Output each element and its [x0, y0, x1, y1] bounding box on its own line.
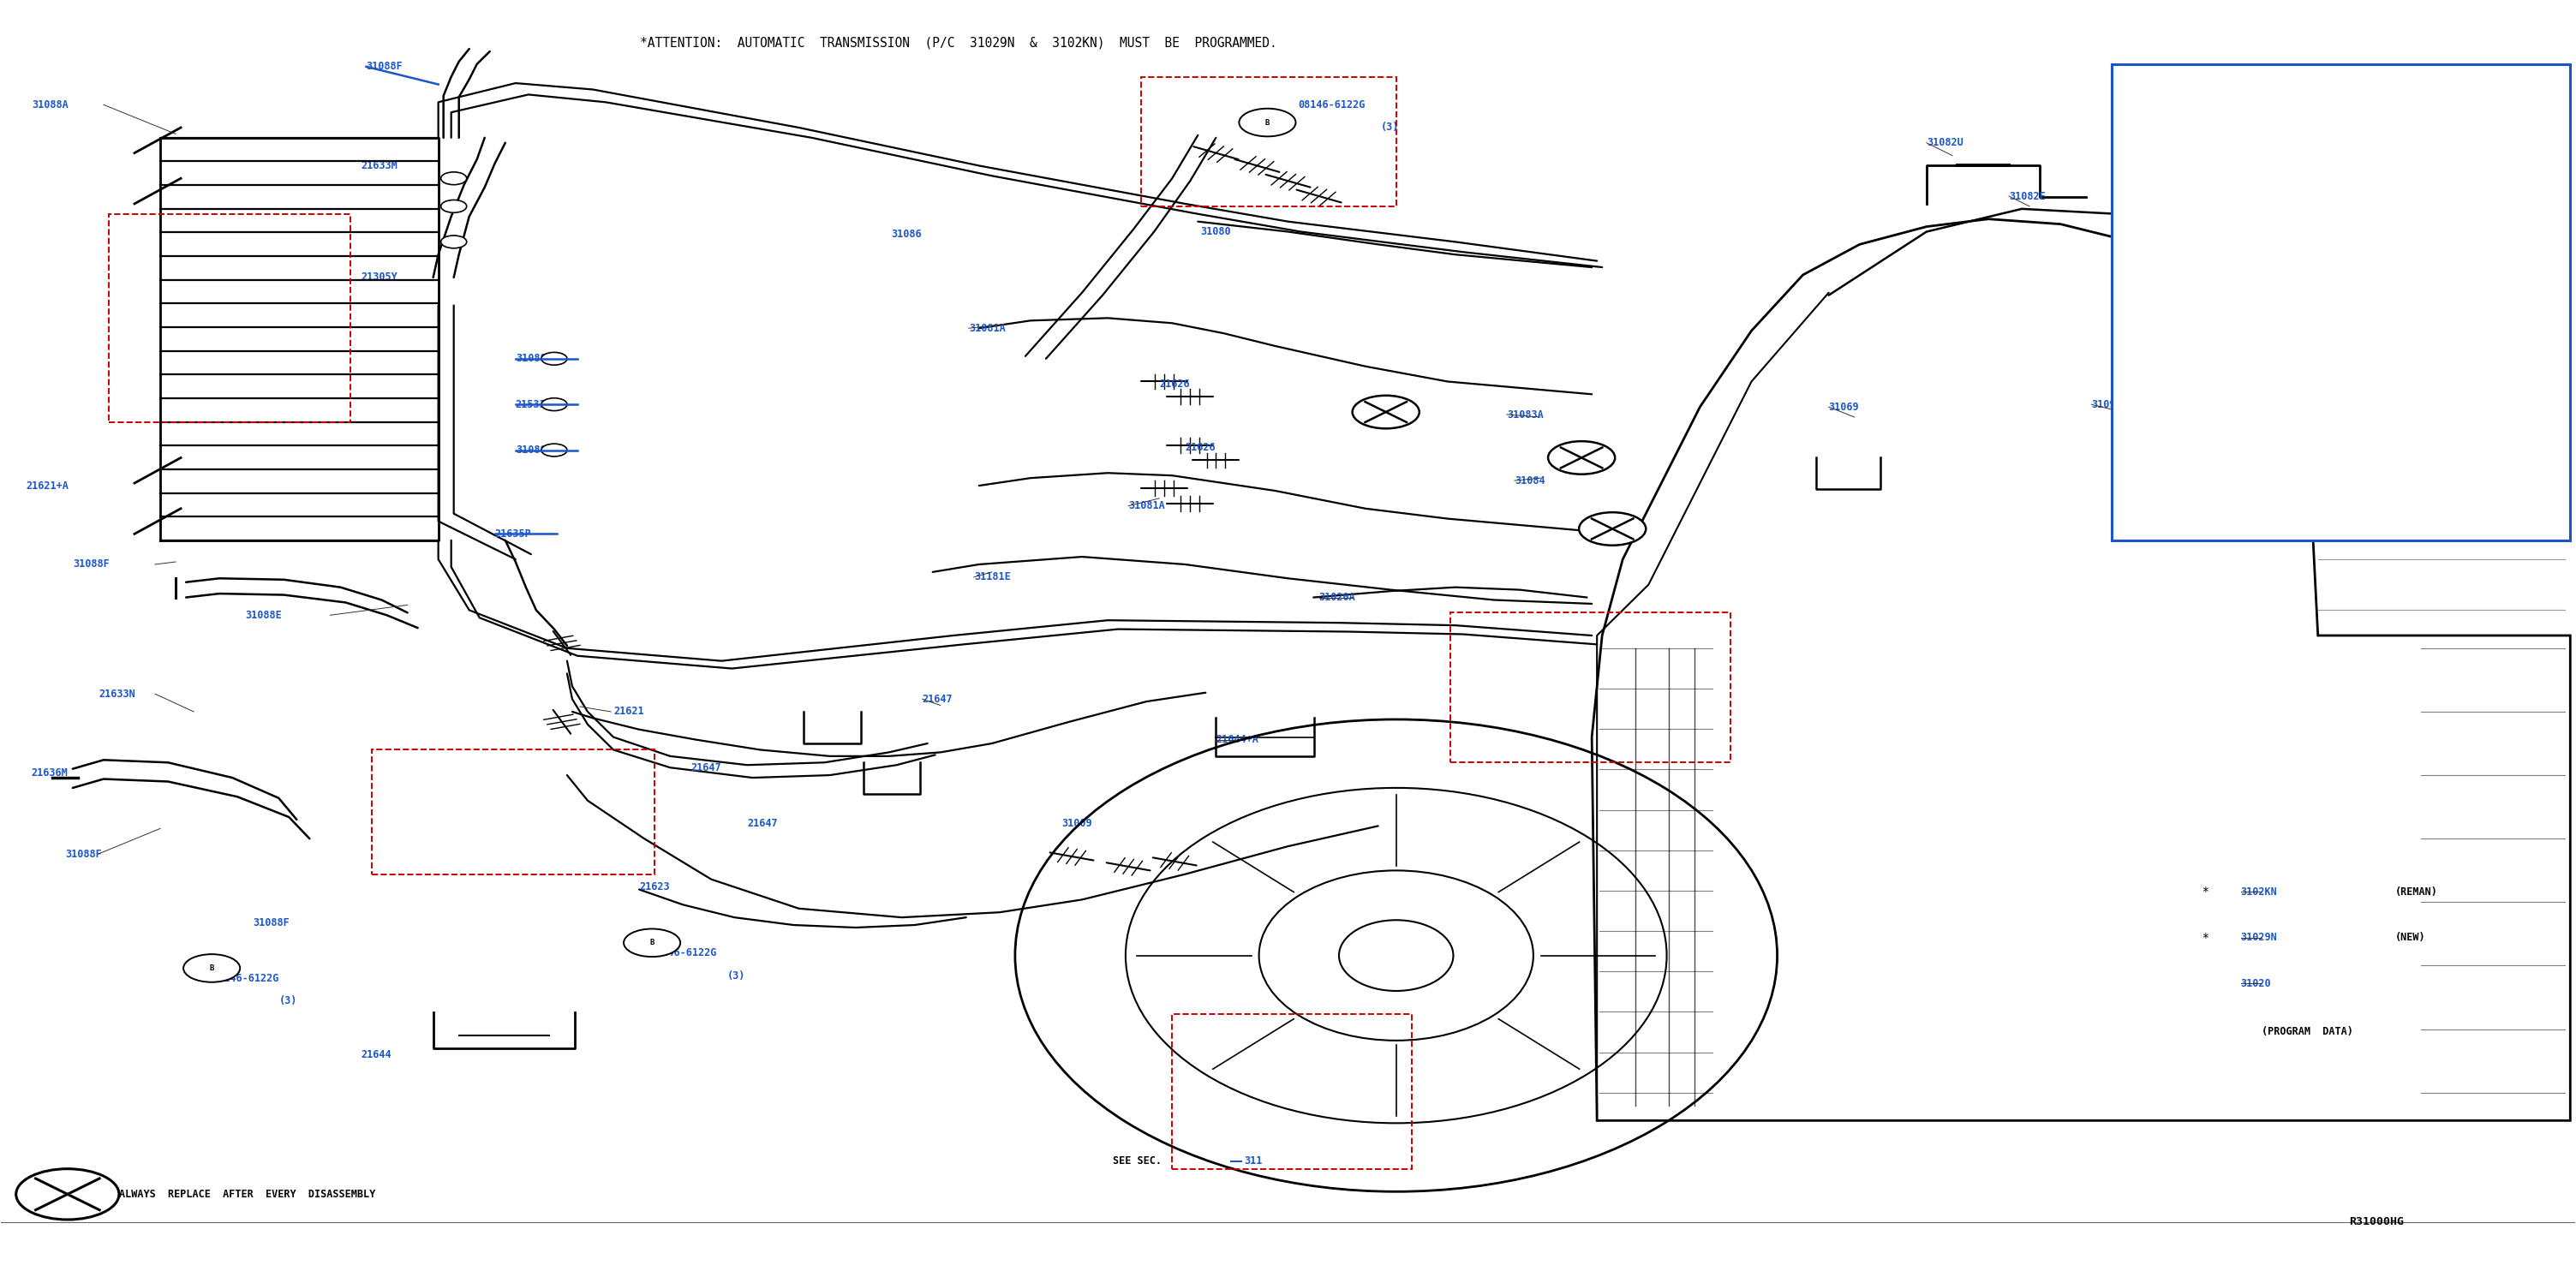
Text: 21626: 21626	[1159, 379, 1190, 390]
Text: B: B	[209, 965, 214, 972]
Text: 31084: 31084	[1515, 475, 1546, 486]
Text: 31181E: 31181E	[974, 572, 1010, 582]
Text: 31081A: 31081A	[1128, 501, 1164, 511]
Text: 31088F: 31088F	[515, 445, 551, 456]
Text: 21647: 21647	[690, 763, 721, 773]
Text: 21636M: 21636M	[31, 768, 67, 778]
Text: 31020A: 31020A	[1319, 592, 1355, 602]
Text: 08146-6122G: 08146-6122G	[649, 947, 716, 958]
Circle shape	[623, 929, 680, 957]
Text: 31088F: 31088F	[515, 353, 551, 365]
Text: 31086: 31086	[891, 229, 922, 240]
Text: 31083A: 31083A	[1507, 409, 1543, 421]
Text: 311: 311	[1244, 1155, 1262, 1167]
Text: 21626: 21626	[1185, 442, 1216, 454]
Text: 31098ZA: 31098ZA	[2092, 399, 2133, 411]
Text: B: B	[649, 939, 654, 947]
Text: 21621: 21621	[613, 707, 644, 717]
Circle shape	[183, 955, 240, 982]
Text: 21644: 21644	[361, 1049, 392, 1060]
Text: ALWAYS  REPLACE  AFTER  EVERY  DISASSEMBLY: ALWAYS REPLACE AFTER EVERY DISASSEMBLY	[118, 1188, 376, 1200]
Text: 21533X: 21533X	[515, 399, 551, 411]
Text: *ATTENTION:  AUTOMATIC  TRANSMISSION  (P/C  31029N  &  3102KN)  MUST  BE  PROGRA: *ATTENTION: AUTOMATIC TRANSMISSION (P/C …	[639, 36, 1278, 50]
Text: *: *	[2187, 932, 2210, 943]
Text: *: *	[2187, 886, 2210, 899]
Text: 31082U: 31082U	[1927, 137, 1963, 149]
Text: 08146-6122G: 08146-6122G	[211, 972, 278, 984]
Text: 31029N: 31029N	[2241, 932, 2277, 943]
Text: 31088E: 31088E	[245, 610, 281, 620]
Circle shape	[440, 235, 466, 248]
Text: 31020: 31020	[2241, 977, 2272, 989]
Text: 08146-6122G: 08146-6122G	[1298, 99, 1365, 111]
Text: 31009: 31009	[1061, 817, 1092, 829]
Text: 21633N: 21633N	[98, 689, 134, 699]
Text: SEE SEC.: SEE SEC.	[1113, 1155, 1162, 1167]
Text: 21621+A: 21621+A	[26, 480, 70, 491]
Text: (3): (3)	[726, 970, 744, 981]
Text: R31000HG: R31000HG	[2349, 1216, 2403, 1228]
Text: 31081A: 31081A	[969, 323, 1005, 334]
Text: 31088F: 31088F	[64, 848, 100, 859]
Text: 21633M: 21633M	[361, 160, 397, 172]
Text: 31069: 31069	[1829, 402, 1860, 413]
Text: 31082E: 31082E	[2202, 216, 2239, 228]
Text: (NEW): (NEW)	[2396, 932, 2427, 943]
Text: 21647: 21647	[922, 694, 953, 704]
Text: (REMAN): (REMAN)	[2396, 886, 2437, 897]
Circle shape	[541, 398, 567, 411]
Circle shape	[440, 200, 466, 212]
Text: 21644+A: 21644+A	[1216, 735, 1260, 745]
Ellipse shape	[1340, 920, 1453, 991]
Text: 21647: 21647	[747, 817, 778, 829]
Text: (PROGRAM  DATA): (PROGRAM DATA)	[2262, 1026, 2352, 1037]
Circle shape	[541, 352, 567, 365]
Text: 31088F: 31088F	[366, 61, 402, 72]
Circle shape	[1548, 441, 1615, 474]
Text: 3102KN: 3102KN	[2241, 886, 2277, 897]
Text: 21635P: 21635P	[495, 529, 531, 539]
Text: B: B	[1265, 118, 1270, 126]
Text: 31080: 31080	[1200, 226, 1231, 238]
Text: (3): (3)	[278, 995, 296, 1007]
Text: 21623: 21623	[639, 881, 670, 892]
Text: 31088A: 31088A	[31, 99, 67, 111]
Text: (3): (3)	[1381, 122, 1399, 133]
Text: 31088F: 31088F	[252, 916, 289, 928]
Circle shape	[15, 1169, 118, 1220]
Text: 21305Y: 21305Y	[361, 272, 397, 283]
FancyBboxPatch shape	[2112, 64, 2571, 540]
Circle shape	[1239, 108, 1296, 136]
Circle shape	[440, 172, 466, 184]
Circle shape	[1579, 512, 1646, 545]
Text: 31088F: 31088F	[72, 559, 108, 569]
Circle shape	[541, 444, 567, 456]
Circle shape	[1352, 395, 1419, 428]
Text: 31082E: 31082E	[2009, 191, 2045, 202]
